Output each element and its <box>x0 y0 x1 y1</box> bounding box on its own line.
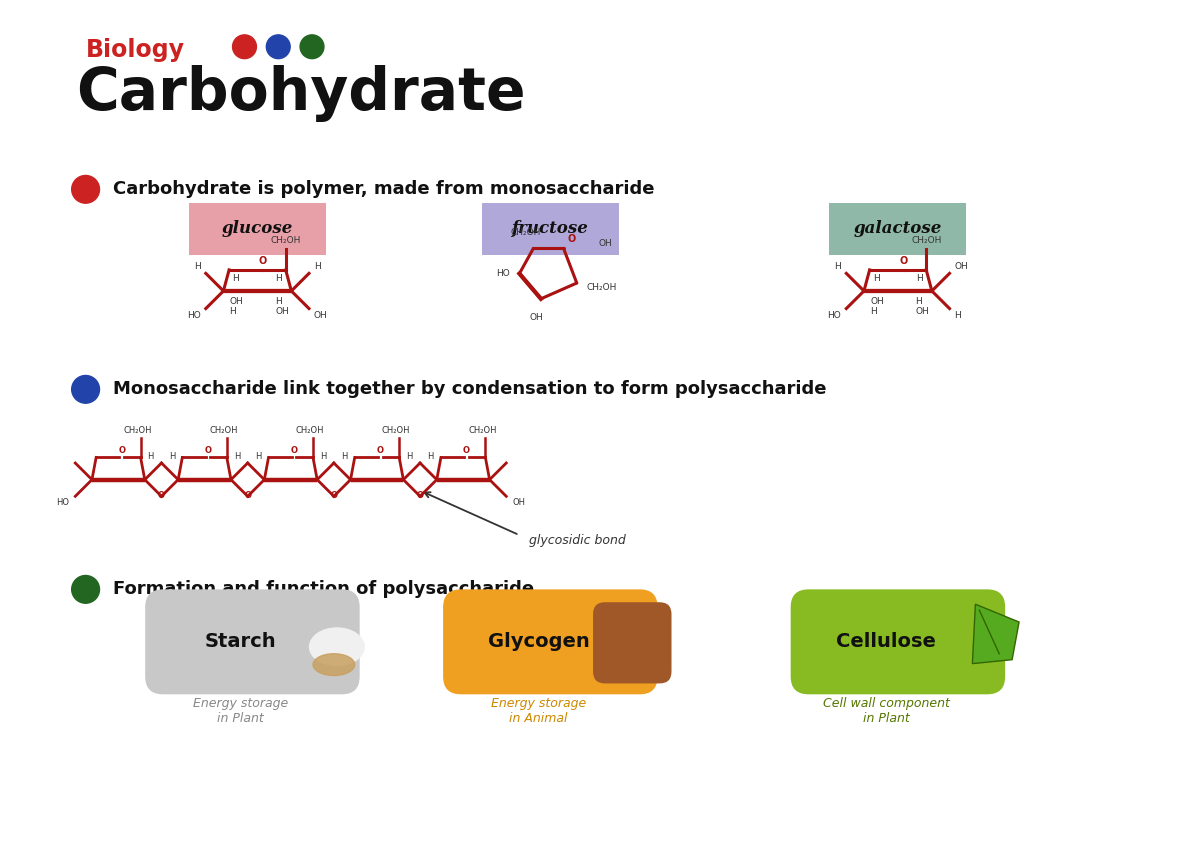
Text: H: H <box>194 262 200 272</box>
Text: CH₂OH: CH₂OH <box>382 426 410 435</box>
Text: H: H <box>427 452 434 461</box>
Circle shape <box>233 35 257 59</box>
Text: H: H <box>874 274 880 283</box>
Text: Carbohydrate is polymer, made from monosaccharide: Carbohydrate is polymer, made from monos… <box>114 180 655 199</box>
Text: HO: HO <box>56 498 70 507</box>
Text: H: H <box>954 311 961 319</box>
Text: CH₂OH: CH₂OH <box>587 284 617 292</box>
FancyBboxPatch shape <box>188 203 326 255</box>
Text: H: H <box>870 306 877 316</box>
Text: H: H <box>233 274 239 283</box>
Text: H: H <box>916 297 922 306</box>
Text: Glycogen: Glycogen <box>487 633 589 651</box>
FancyBboxPatch shape <box>443 589 658 694</box>
Polygon shape <box>972 604 1019 664</box>
FancyBboxPatch shape <box>829 203 966 255</box>
Text: O: O <box>416 491 424 499</box>
Text: O: O <box>330 491 337 499</box>
Ellipse shape <box>313 654 355 676</box>
Ellipse shape <box>310 628 364 666</box>
Text: CH₂OH: CH₂OH <box>295 426 324 435</box>
Text: HO: HO <box>828 311 841 319</box>
Text: OH: OH <box>275 306 289 316</box>
Text: O: O <box>204 446 211 454</box>
Text: O: O <box>568 234 576 245</box>
Text: O: O <box>900 256 907 266</box>
Text: Monosaccharide link together by condensation to form polysaccharide: Monosaccharide link together by condensa… <box>114 380 827 398</box>
Text: glucose: glucose <box>222 221 293 238</box>
Text: H: H <box>276 274 282 283</box>
Text: OH: OH <box>870 297 884 306</box>
Text: OH: OH <box>229 297 244 306</box>
Text: H: H <box>320 452 326 461</box>
Text: Cellulose: Cellulose <box>836 633 936 651</box>
Text: OH: OH <box>529 312 542 322</box>
FancyBboxPatch shape <box>791 589 1006 694</box>
Circle shape <box>72 375 100 403</box>
Text: Cell wall component
in Plant: Cell wall component in Plant <box>822 697 949 725</box>
Text: CH₂OH: CH₂OH <box>124 426 152 435</box>
Text: O: O <box>158 491 164 499</box>
Text: galactose: galactose <box>853 221 942 238</box>
Text: Starch: Starch <box>205 633 276 651</box>
Text: fructose: fructose <box>512 221 589 238</box>
Text: CH₂OH: CH₂OH <box>911 236 942 245</box>
Circle shape <box>266 35 290 59</box>
Text: O: O <box>377 446 384 454</box>
Text: O: O <box>119 446 125 454</box>
Text: HO: HO <box>496 269 510 278</box>
Text: H: H <box>148 452 154 461</box>
Text: Biology: Biology <box>85 38 185 62</box>
Circle shape <box>72 176 100 203</box>
Text: H: H <box>229 306 236 316</box>
Text: O: O <box>259 256 268 266</box>
Text: H: H <box>169 452 175 461</box>
Text: CH₂OH: CH₂OH <box>468 426 497 435</box>
Text: CH₂OH: CH₂OH <box>270 236 301 245</box>
Text: H: H <box>234 452 240 461</box>
Text: H: H <box>916 274 923 283</box>
Text: CH₂OH: CH₂OH <box>210 426 238 435</box>
Text: H: H <box>275 297 282 306</box>
Text: H: H <box>406 452 413 461</box>
Text: H: H <box>256 452 262 461</box>
Text: Formation and function of polysaccharide: Formation and function of polysaccharide <box>114 581 534 599</box>
FancyBboxPatch shape <box>482 203 619 255</box>
Text: glycosidic bond: glycosidic bond <box>529 533 626 547</box>
Text: OH: OH <box>916 306 929 316</box>
Circle shape <box>300 35 324 59</box>
Text: O: O <box>463 446 470 454</box>
Text: OH: OH <box>512 498 526 507</box>
Text: CH₂OH: CH₂OH <box>510 228 541 237</box>
Circle shape <box>72 576 100 604</box>
Text: OH: OH <box>954 262 968 272</box>
Text: H: H <box>314 262 320 272</box>
Text: Energy storage
in Plant: Energy storage in Plant <box>193 697 288 725</box>
FancyBboxPatch shape <box>145 589 360 694</box>
FancyBboxPatch shape <box>593 602 672 683</box>
Text: O: O <box>244 491 251 499</box>
Text: HO: HO <box>187 311 200 319</box>
Text: Carbohydrate: Carbohydrate <box>76 65 526 121</box>
Text: OH: OH <box>314 311 328 319</box>
Text: Energy storage
in Animal: Energy storage in Animal <box>491 697 586 725</box>
Text: H: H <box>834 262 841 272</box>
Text: OH: OH <box>599 239 612 248</box>
Text: O: O <box>290 446 298 454</box>
Text: H: H <box>341 452 348 461</box>
